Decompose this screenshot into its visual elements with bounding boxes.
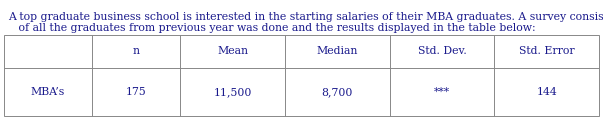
Text: 144: 144 — [536, 87, 557, 97]
Text: ***: *** — [434, 87, 450, 97]
Text: Mean: Mean — [217, 46, 248, 57]
Text: of all the graduates from previous year was done and the results displayed in th: of all the graduates from previous year … — [8, 23, 535, 33]
Text: Std. Dev.: Std. Dev. — [417, 46, 466, 57]
Text: Std. Error: Std. Error — [519, 46, 575, 57]
Text: 11,500: 11,500 — [213, 87, 251, 97]
Text: MBA’s: MBA’s — [31, 87, 65, 97]
Text: 8,700: 8,700 — [321, 87, 353, 97]
Text: 175: 175 — [125, 87, 147, 97]
Bar — [4, 35, 599, 116]
Text: A top graduate business school is interested in the starting salaries of their M: A top graduate business school is intere… — [8, 12, 603, 22]
Text: n: n — [133, 46, 139, 57]
Text: Median: Median — [317, 46, 358, 57]
